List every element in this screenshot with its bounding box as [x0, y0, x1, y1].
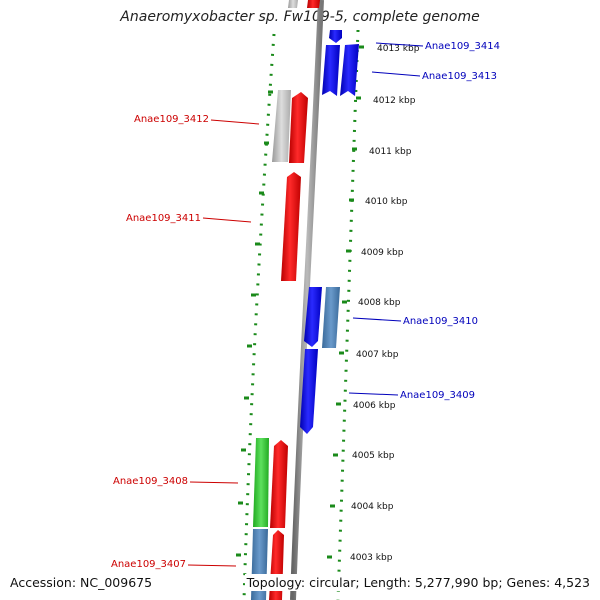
gene-arrow-anae109-3410[interactable]	[322, 287, 340, 348]
tick-label: 4013 kbp	[377, 44, 420, 54]
gene-arrow[interactable]	[307, 0, 320, 8]
leader-line	[202, 217, 252, 223]
gene-arrow-anae109-3413[interactable]	[340, 44, 359, 96]
gene-label-anae109-3407[interactable]: Anae109_3407	[111, 559, 186, 570]
gene-arrow-anae109-3412[interactable]	[289, 92, 308, 163]
kbp-scale: 4013 kbp 4012 kbp 4011 kbp 4010 kbp 4009…	[350, 44, 420, 563]
genome-summary-label: Topology: circular; Length: 5,277,990 bp…	[244, 574, 592, 591]
leader-line	[210, 119, 260, 125]
map-title: Anaeromyxobacter sp. Fw109-5, complete g…	[120, 9, 480, 25]
tick-label: 4010 kbp	[365, 197, 408, 207]
leader-line	[189, 481, 239, 484]
tick-label: 4011 kbp	[369, 147, 412, 157]
gene-label-anae109-3410[interactable]: Anae109_3410	[403, 316, 478, 327]
outer-dotted-ring	[242, 29, 360, 600]
gene-label-anae109-3409[interactable]: Anae109_3409	[400, 390, 475, 401]
gene-arrow-anae109-3408[interactable]	[270, 440, 288, 528]
gene-label-anae109-3408[interactable]: Anae109_3408	[113, 476, 188, 487]
gene-arrow-anae109-3408[interactable]	[253, 438, 269, 527]
genome-backbone	[290, 0, 324, 600]
tick-label: 4006 kbp	[353, 401, 396, 411]
gene-arrow-anae109-3410[interactable]	[304, 287, 322, 347]
tick-label: 4012 kbp	[373, 96, 416, 106]
gene-features	[251, 0, 359, 600]
gene-label-anae109-3413[interactable]: Anae109_3413	[422, 71, 497, 82]
accession-label: Accession: NC_009675	[8, 574, 155, 591]
left-dotted-ring	[242, 33, 276, 600]
right-dotted-ring	[336, 29, 360, 600]
gene-label-anae109-3412[interactable]: Anae109_3412	[134, 114, 209, 125]
gene-label-anae109-3414[interactable]: Anae109_3414	[425, 41, 500, 52]
gene-arrow-anae109-3413[interactable]	[322, 45, 340, 96]
gene-arrow-anae109-3411[interactable]	[281, 172, 301, 281]
leader-line	[375, 42, 424, 47]
gene-leader-lines	[187, 42, 424, 567]
ring-tick-marks	[236, 45, 364, 559]
gene-labels: Anae109_3414 Anae109_3413 Anae109_3412 A…	[111, 41, 500, 570]
gene-label-anae109-3411[interactable]: Anae109_3411	[126, 213, 201, 224]
tick-label: 4008 kbp	[358, 298, 401, 308]
tick-label: 4004 kbp	[351, 502, 394, 512]
leader-line	[187, 564, 237, 567]
gene-arrow-anae109-3414[interactable]	[329, 30, 342, 43]
tick-label: 4005 kbp	[352, 451, 395, 461]
leader-line	[371, 71, 421, 77]
tick-label: 4003 kbp	[350, 553, 393, 563]
tick-label: 4007 kbp	[356, 350, 399, 360]
gene-arrow-anae109-3409[interactable]	[300, 349, 318, 434]
leader-line	[348, 392, 399, 396]
leader-line	[352, 317, 402, 322]
tick-label: 4009 kbp	[361, 248, 404, 258]
gene-arrow-anae109-3412[interactable]	[272, 90, 291, 162]
gene-arrow[interactable]	[288, 0, 298, 8]
